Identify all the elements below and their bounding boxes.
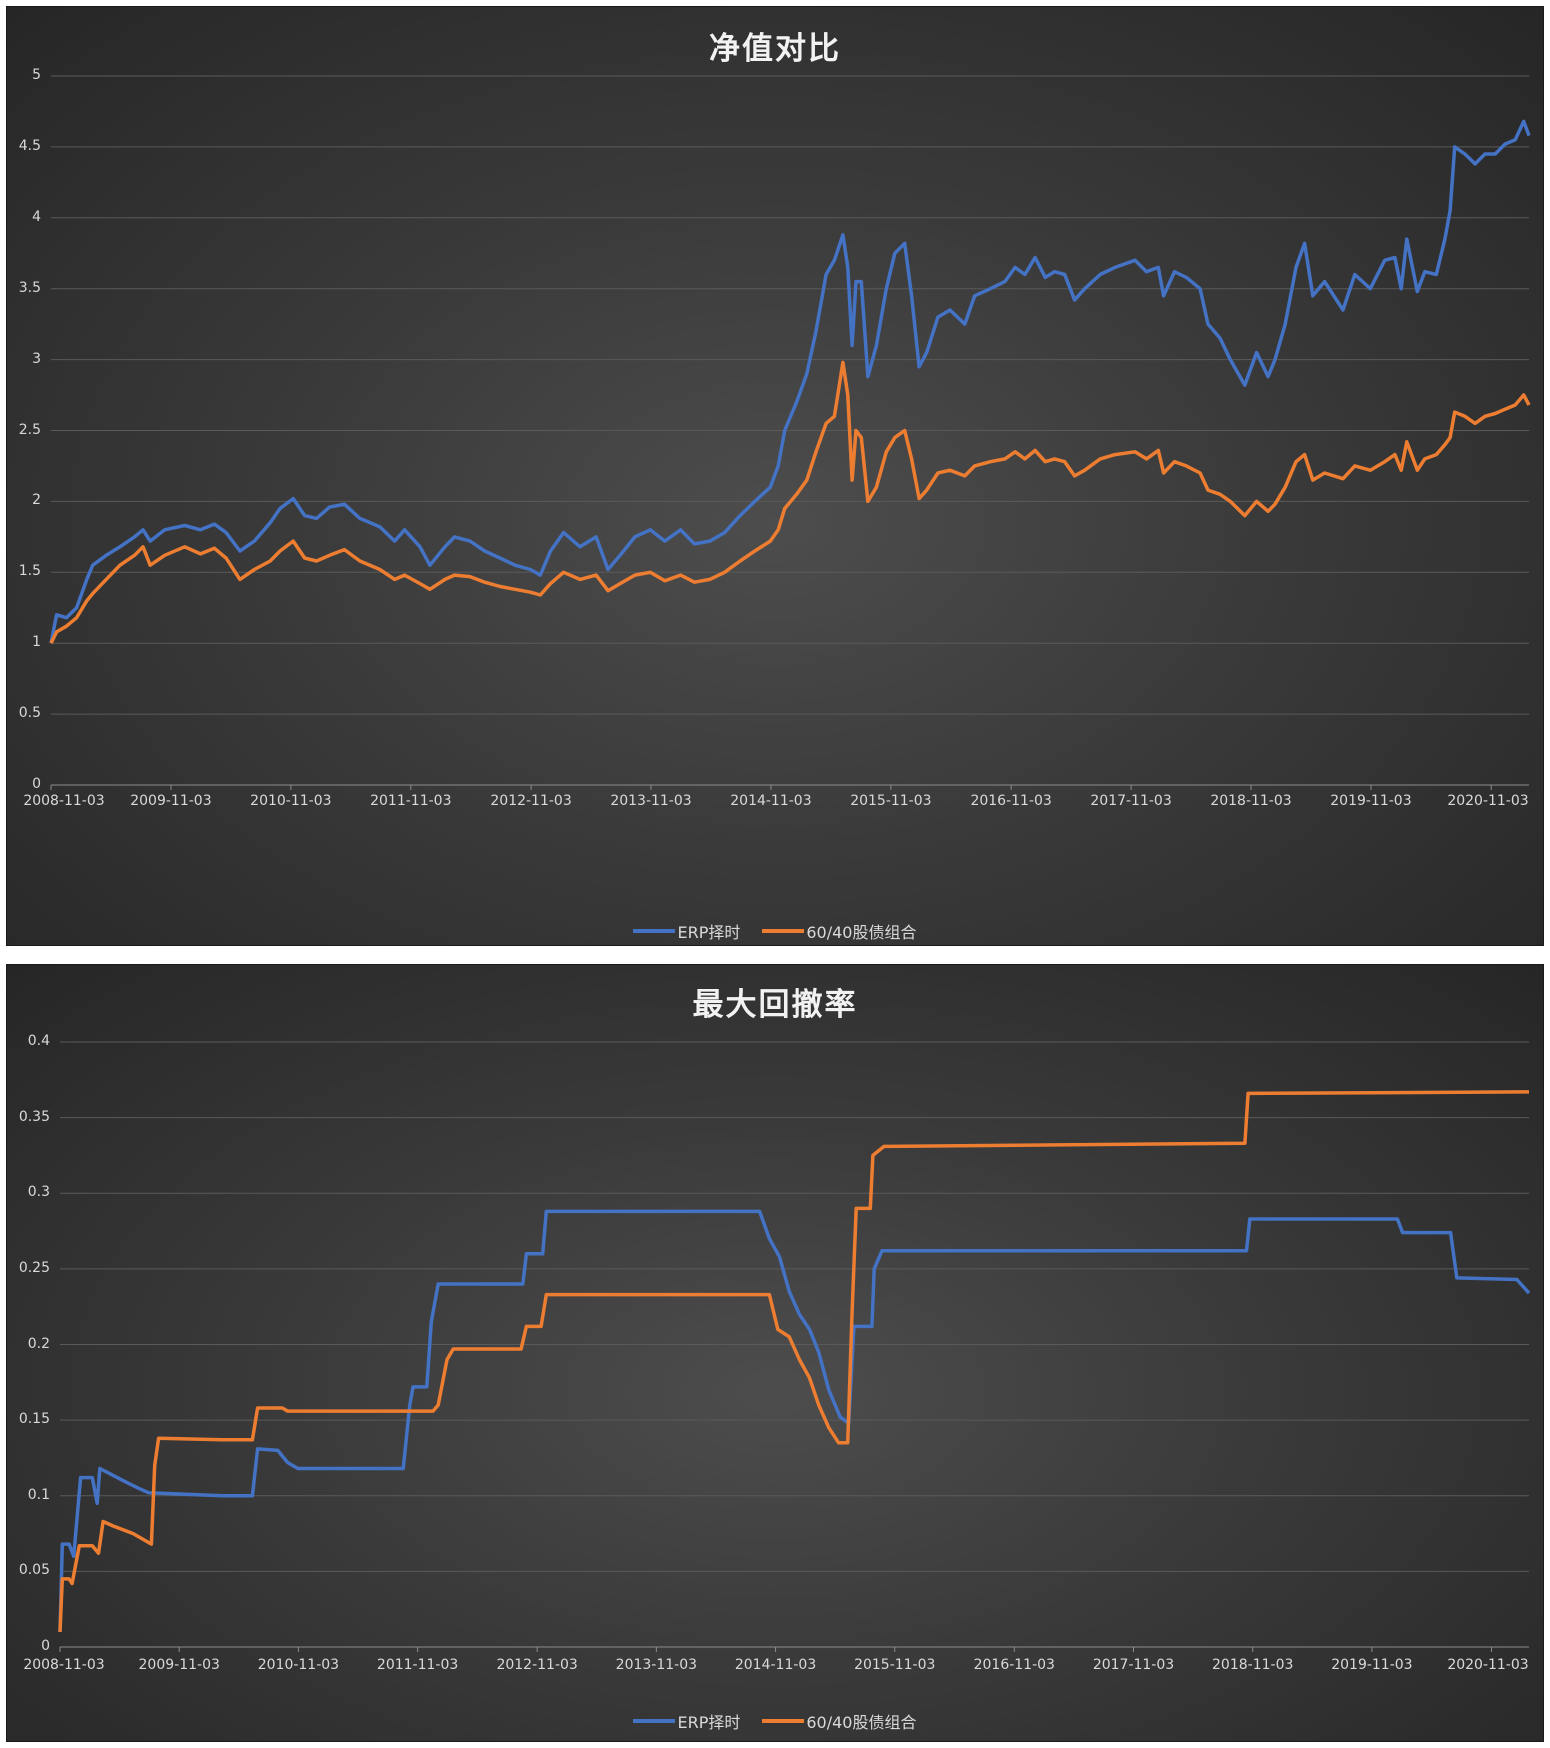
erp-series-line	[49, 119, 1531, 644]
y-tick-label: 0.3	[27, 1184, 50, 1201]
legend-label-balanced: 60/40股债组合	[806, 1713, 917, 1732]
x-tick-label: 2014-11-03	[734, 1657, 817, 1673]
x-tick-label: 2020-11-03	[1447, 793, 1529, 809]
legend-item-erp: ERP择时	[633, 1709, 740, 1733]
x-tick-label: 2008-11-03	[23, 1657, 105, 1673]
legend-label-balanced: 60/40股债组合	[806, 923, 917, 942]
x-tick-label: 2019-11-03	[1330, 793, 1412, 809]
balanced-series-line	[58, 1090, 1530, 1632]
x-tick-label: 2011-11-03	[376, 1657, 459, 1673]
y-tick-label: 0.05	[18, 1562, 50, 1579]
x-tick-label: 2013-11-03	[610, 793, 692, 809]
balanced-series-line	[49, 360, 1531, 644]
y-tick-label: 0.1	[27, 1486, 50, 1503]
legend-swatch-balanced	[762, 929, 805, 933]
x-tick-label: 2010-11-03	[250, 793, 332, 809]
legend-swatch-erp	[633, 929, 676, 933]
chart-title: 最大回撤率	[692, 987, 858, 1023]
y-tick-label: 0.35	[18, 1108, 50, 1125]
x-tick-label: 2009-11-03	[138, 1657, 220, 1673]
y-tick-label: 4	[32, 208, 41, 225]
x-tick-label: 2016-11-03	[973, 1657, 1055, 1673]
x-tick-label: 2020-11-03	[1447, 1657, 1529, 1673]
x-tick-label: 2015-11-03	[854, 1657, 936, 1673]
x-tick-label: 2015-11-03	[850, 793, 932, 809]
x-tick-label: 2011-11-03	[370, 793, 452, 809]
x-tick-label: 2012-11-03	[496, 1657, 578, 1673]
x-tick-label: 2009-11-03	[130, 793, 212, 809]
y-tick-label: 4.5	[18, 137, 41, 154]
y-tick-label: 3.5	[18, 279, 41, 296]
y-tick-label: 0.15	[18, 1411, 50, 1428]
x-tick-label: 2013-11-03	[615, 1657, 698, 1673]
nav-comparison-chart: 净值对比 ERP择时 60/40股债组合 0 0.5 1 1.5 2 2.5 3 3.5 4 4.…	[6, 6, 1544, 946]
y-tick-label: 0.4	[27, 1033, 50, 1049]
x-tick-label: 2014-11-03	[730, 793, 812, 809]
y-tick-label: 5	[32, 67, 41, 83]
y-tick-label: 3	[32, 350, 41, 367]
y-tick-label: 0.25	[18, 1259, 50, 1276]
y-tick-label: 0	[32, 776, 41, 792]
x-tick-label: 2017-11-03	[1092, 1657, 1175, 1673]
legend-item-balanced: 60/40股债组合	[762, 919, 917, 943]
x-tick-label: 2010-11-03	[257, 1657, 340, 1673]
chart-legend: ERP择时 60/40股债组合	[7, 919, 1543, 943]
x-tick-label: 2008-11-03	[23, 793, 105, 809]
legend-label-erp: ERP择时	[677, 923, 741, 942]
x-tick-label: 2018-11-03	[1212, 1657, 1294, 1673]
y-tick-label: 0.2	[27, 1335, 50, 1352]
y-tick-label: 2	[32, 492, 41, 509]
legend-swatch-balanced	[762, 1719, 805, 1723]
x-tick-label: 2016-11-03	[970, 793, 1052, 809]
legend-label-erp: ERP择时	[677, 1713, 741, 1732]
chart-legend: ERP择时 60/40股债组合	[7, 1709, 1543, 1733]
y-tick-label: 0.5	[18, 705, 41, 722]
legend-item-balanced: 60/40股债组合	[762, 1709, 917, 1733]
legend-item-erp: ERP择时	[633, 919, 740, 943]
x-tick-label: 2012-11-03	[490, 793, 572, 809]
x-tick-label: 2018-11-03	[1210, 793, 1292, 809]
legend-swatch-erp	[633, 1719, 676, 1723]
erp-series-line	[58, 1209, 1531, 1632]
drawdown-plot-area	[58, 1041, 1531, 1652]
y-tick-label: 1	[32, 634, 41, 651]
x-tick-label: 2017-11-03	[1090, 793, 1172, 809]
x-tick-label: 2019-11-03	[1331, 1657, 1413, 1673]
y-tick-label: 2.5	[18, 421, 41, 438]
nav-plot-area	[49, 75, 1531, 790]
max-drawdown-chart: 最大回撤率 ERP择时 60/40股债组合 0 0.05 0.1 0.15 0.2 0.2…	[6, 964, 1544, 1742]
y-tick-label: 0	[41, 1638, 50, 1654]
chart-title: 净值对比	[709, 31, 841, 67]
y-tick-label: 1.5	[18, 563, 41, 580]
